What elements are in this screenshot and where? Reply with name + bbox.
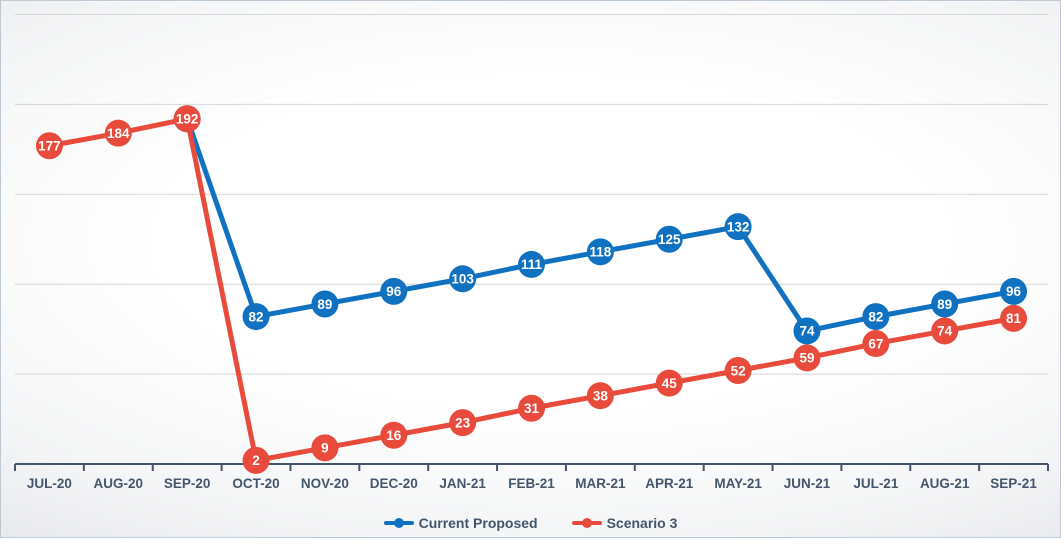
data-point-marker [724, 357, 752, 385]
data-point-label: 67 [868, 336, 883, 351]
data-point-label: 96 [1006, 284, 1022, 299]
data-point-marker [380, 277, 408, 305]
data-point-marker [173, 105, 201, 133]
x-axis-label: APR-21 [645, 476, 694, 491]
data-point-label: 89 [937, 297, 952, 312]
data-point-label: 96 [386, 284, 402, 299]
data-point-label: 118 [589, 245, 611, 260]
data-point-label: 82 [868, 309, 883, 324]
x-axis-label: NOV-20 [301, 476, 349, 491]
series-current-proposed-line [184, 116, 1017, 334]
data-point-marker [380, 421, 408, 449]
legend-label-scenario-3: Scenario 3 [606, 515, 678, 531]
x-axis-label: JUN-21 [784, 476, 831, 491]
data-point-label: 23 [455, 415, 471, 430]
data-point-label: 2 [252, 453, 260, 468]
data-point-marker [1000, 277, 1028, 305]
data-point-label: 125 [658, 232, 681, 247]
data-point-label: 59 [799, 351, 814, 366]
data-point-label: 74 [799, 324, 815, 339]
data-point-label: 52 [731, 363, 746, 378]
chart-legend: Current Proposed Scenario 3 [1, 515, 1060, 531]
x-axis-label: SEP-20 [164, 476, 211, 491]
series-current-proposed [173, 105, 1028, 345]
data-point-marker [931, 290, 959, 318]
data-point-label: 45 [662, 376, 678, 391]
data-point-label: 103 [451, 272, 474, 287]
x-axis-label: FEB-21 [508, 476, 555, 491]
data-point-marker [518, 394, 545, 422]
legend-marker-current-proposed [383, 518, 414, 528]
data-point-marker [449, 265, 477, 293]
data-point-marker [862, 303, 890, 331]
data-point-label: 82 [249, 309, 264, 324]
x-axis-label: AUG-21 [920, 476, 970, 491]
data-point-marker [586, 238, 614, 266]
data-point-label: 9 [321, 441, 329, 456]
x-axis-label: OCT-20 [232, 476, 279, 491]
legend-item-scenario-3[interactable]: Scenario 3 [571, 515, 678, 531]
x-axis-label: MAR-21 [575, 476, 626, 491]
data-point-label: 31 [524, 401, 540, 416]
legend-marker-scenario-3 [571, 518, 602, 528]
data-point-label: 184 [107, 126, 130, 141]
data-point-marker [35, 132, 63, 160]
x-axis-label: JUL-21 [853, 476, 899, 491]
data-point-label: 81 [1006, 311, 1022, 326]
data-point-label: 89 [317, 297, 332, 312]
data-point-marker [311, 434, 339, 462]
data-point-marker [862, 330, 890, 358]
data-point-marker [449, 409, 477, 437]
x-axis-label: DEC-20 [370, 476, 418, 491]
series-scenario-3 [35, 105, 1028, 474]
x-axis-label: JAN-21 [439, 476, 486, 491]
data-point-label: 74 [937, 324, 953, 339]
data-point-marker [586, 382, 614, 410]
data-point-marker [793, 344, 821, 372]
data-point-marker [242, 303, 270, 331]
data-point-marker [724, 213, 752, 241]
data-point-marker [242, 446, 270, 474]
data-point-marker [931, 317, 959, 345]
data-point-marker [518, 250, 545, 278]
data-point-label: 111 [521, 257, 543, 272]
data-point-marker [1000, 304, 1028, 332]
data-point-label: 38 [593, 388, 609, 403]
data-point-marker [655, 225, 683, 253]
data-point-label: 177 [38, 139, 61, 154]
data-point-label: 192 [176, 112, 199, 127]
data-point-label: 16 [386, 428, 402, 443]
data-point-label: 132 [727, 219, 750, 234]
x-axis-label: SEP-21 [990, 476, 1037, 491]
data-point-marker [793, 317, 821, 345]
data-point-marker [104, 119, 132, 147]
data-point-marker [655, 369, 683, 397]
x-axis-label: JUL-20 [27, 476, 72, 491]
legend-item-current-proposed[interactable]: Current Proposed [383, 515, 538, 531]
legend-label-current-proposed: Current Proposed [418, 515, 538, 531]
x-axis-label: AUG-20 [94, 476, 144, 491]
x-axis-label: MAY-21 [714, 476, 762, 491]
data-point-marker [311, 290, 339, 318]
